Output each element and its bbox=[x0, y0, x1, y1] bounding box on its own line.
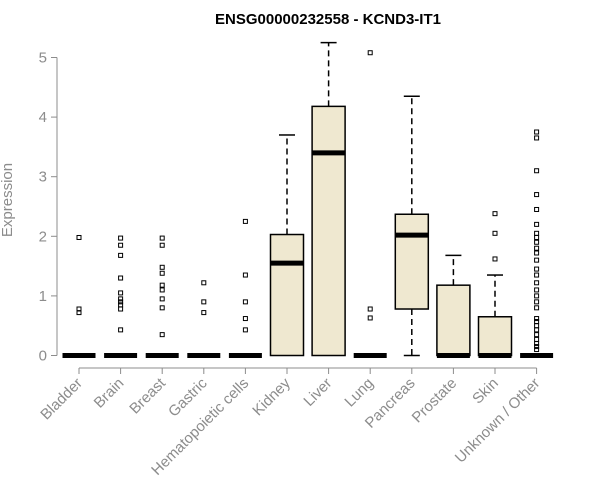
outlier-point bbox=[534, 332, 540, 338]
box-brain bbox=[104, 235, 138, 358]
outlier-point bbox=[118, 275, 124, 281]
outlier-point bbox=[367, 315, 373, 321]
box-liver bbox=[311, 41, 346, 357]
box-body bbox=[394, 213, 430, 310]
outlier-point bbox=[534, 168, 540, 174]
outlier-point bbox=[534, 327, 540, 333]
outlier-point bbox=[534, 299, 540, 305]
outlier-point bbox=[492, 256, 498, 262]
box-pancreas bbox=[394, 95, 430, 357]
outlier-point bbox=[534, 344, 540, 350]
outlier-point bbox=[534, 245, 540, 251]
outlier-point bbox=[534, 192, 540, 198]
outlier-point bbox=[534, 272, 540, 278]
outlier-point bbox=[118, 299, 124, 305]
outlier-point bbox=[534, 239, 540, 245]
outlier-point bbox=[159, 235, 165, 241]
outlier-point bbox=[534, 305, 540, 311]
x-tick-label: Lung bbox=[341, 375, 377, 411]
box-unknown-other bbox=[520, 129, 554, 358]
outlier-point bbox=[159, 296, 165, 302]
outlier-point bbox=[242, 299, 248, 305]
outlier-point bbox=[201, 280, 207, 286]
outlier-point bbox=[534, 234, 540, 240]
y-tick-label: 2 bbox=[39, 228, 47, 245]
outlier-point bbox=[492, 211, 498, 217]
y-axis: 0 1 2 3 4 5 bbox=[39, 50, 58, 365]
outlier-point bbox=[118, 306, 124, 312]
outlier-point bbox=[159, 264, 165, 270]
outlier-point bbox=[118, 302, 124, 308]
outlier-point bbox=[76, 306, 82, 312]
box-gastric bbox=[187, 280, 221, 358]
outlier-point bbox=[534, 230, 540, 236]
x-tick-label: Skin bbox=[469, 375, 502, 408]
outlier-point bbox=[534, 250, 540, 256]
outlier-point bbox=[534, 257, 540, 263]
outlier-point bbox=[534, 206, 540, 212]
outlier-point bbox=[534, 347, 540, 353]
outlier-point bbox=[492, 230, 498, 236]
outlier-point bbox=[118, 235, 124, 241]
outlier-point bbox=[242, 316, 248, 322]
box-bladder bbox=[62, 234, 96, 358]
y-tick-label: 0 bbox=[39, 348, 47, 365]
outlier-point bbox=[159, 332, 165, 338]
box-breast bbox=[145, 235, 179, 358]
outlier-point bbox=[367, 50, 373, 56]
outlier-point bbox=[242, 272, 248, 278]
outlier-point bbox=[159, 270, 165, 276]
y-tick-label: 4 bbox=[39, 109, 47, 126]
box-body bbox=[436, 284, 471, 357]
outlier-point bbox=[201, 310, 207, 316]
outlier-point bbox=[534, 280, 540, 286]
outlier-point bbox=[118, 252, 124, 258]
outlier-point bbox=[534, 319, 540, 325]
outlier-point bbox=[367, 306, 373, 312]
outlier-point bbox=[242, 218, 248, 224]
outlier-point bbox=[534, 221, 540, 227]
outlier-point bbox=[534, 293, 540, 299]
outlier-point bbox=[118, 242, 124, 248]
y-tick-label: 1 bbox=[39, 288, 47, 305]
x-tick-label: Prostate bbox=[409, 375, 461, 427]
outlier-point bbox=[242, 327, 248, 333]
box-skin bbox=[477, 211, 513, 358]
outlier-point bbox=[534, 316, 540, 322]
outlier-point bbox=[159, 242, 165, 248]
y-tick-label: 3 bbox=[39, 169, 47, 186]
x-tick-label: Breast bbox=[126, 374, 169, 417]
x-tick-label: Kidney bbox=[249, 374, 294, 419]
box-body bbox=[269, 233, 305, 357]
outlier-point bbox=[159, 287, 165, 293]
outlier-point bbox=[159, 305, 165, 311]
outlier-point bbox=[534, 336, 540, 342]
box-body bbox=[477, 316, 513, 357]
outlier-point bbox=[534, 129, 540, 135]
box-hematopoietic-cells bbox=[228, 218, 262, 358]
box-kidney bbox=[269, 134, 305, 357]
outlier-point bbox=[534, 266, 540, 272]
boxes-group bbox=[62, 41, 554, 358]
box-prostate bbox=[436, 254, 471, 358]
x-tick-label: Brain bbox=[91, 375, 128, 412]
outlier-point bbox=[76, 234, 82, 240]
outlier-point bbox=[534, 287, 540, 293]
box-body bbox=[311, 105, 346, 357]
outlier-point bbox=[118, 290, 124, 296]
y-axis-label: Expression bbox=[0, 163, 16, 237]
x-tick-label: Bladder bbox=[37, 375, 86, 424]
box-lung bbox=[353, 50, 387, 358]
y-tick-label: 5 bbox=[39, 50, 47, 67]
outlier-point bbox=[118, 327, 124, 333]
outlier-point bbox=[534, 135, 540, 141]
outlier-point bbox=[159, 282, 165, 288]
outlier-point bbox=[118, 296, 124, 302]
outlier-point bbox=[534, 323, 540, 329]
outlier-point bbox=[201, 299, 207, 305]
x-tick-label: Liver bbox=[300, 375, 335, 410]
chart-title: ENSG00000232558 - KCND3-IT1 bbox=[215, 11, 441, 28]
